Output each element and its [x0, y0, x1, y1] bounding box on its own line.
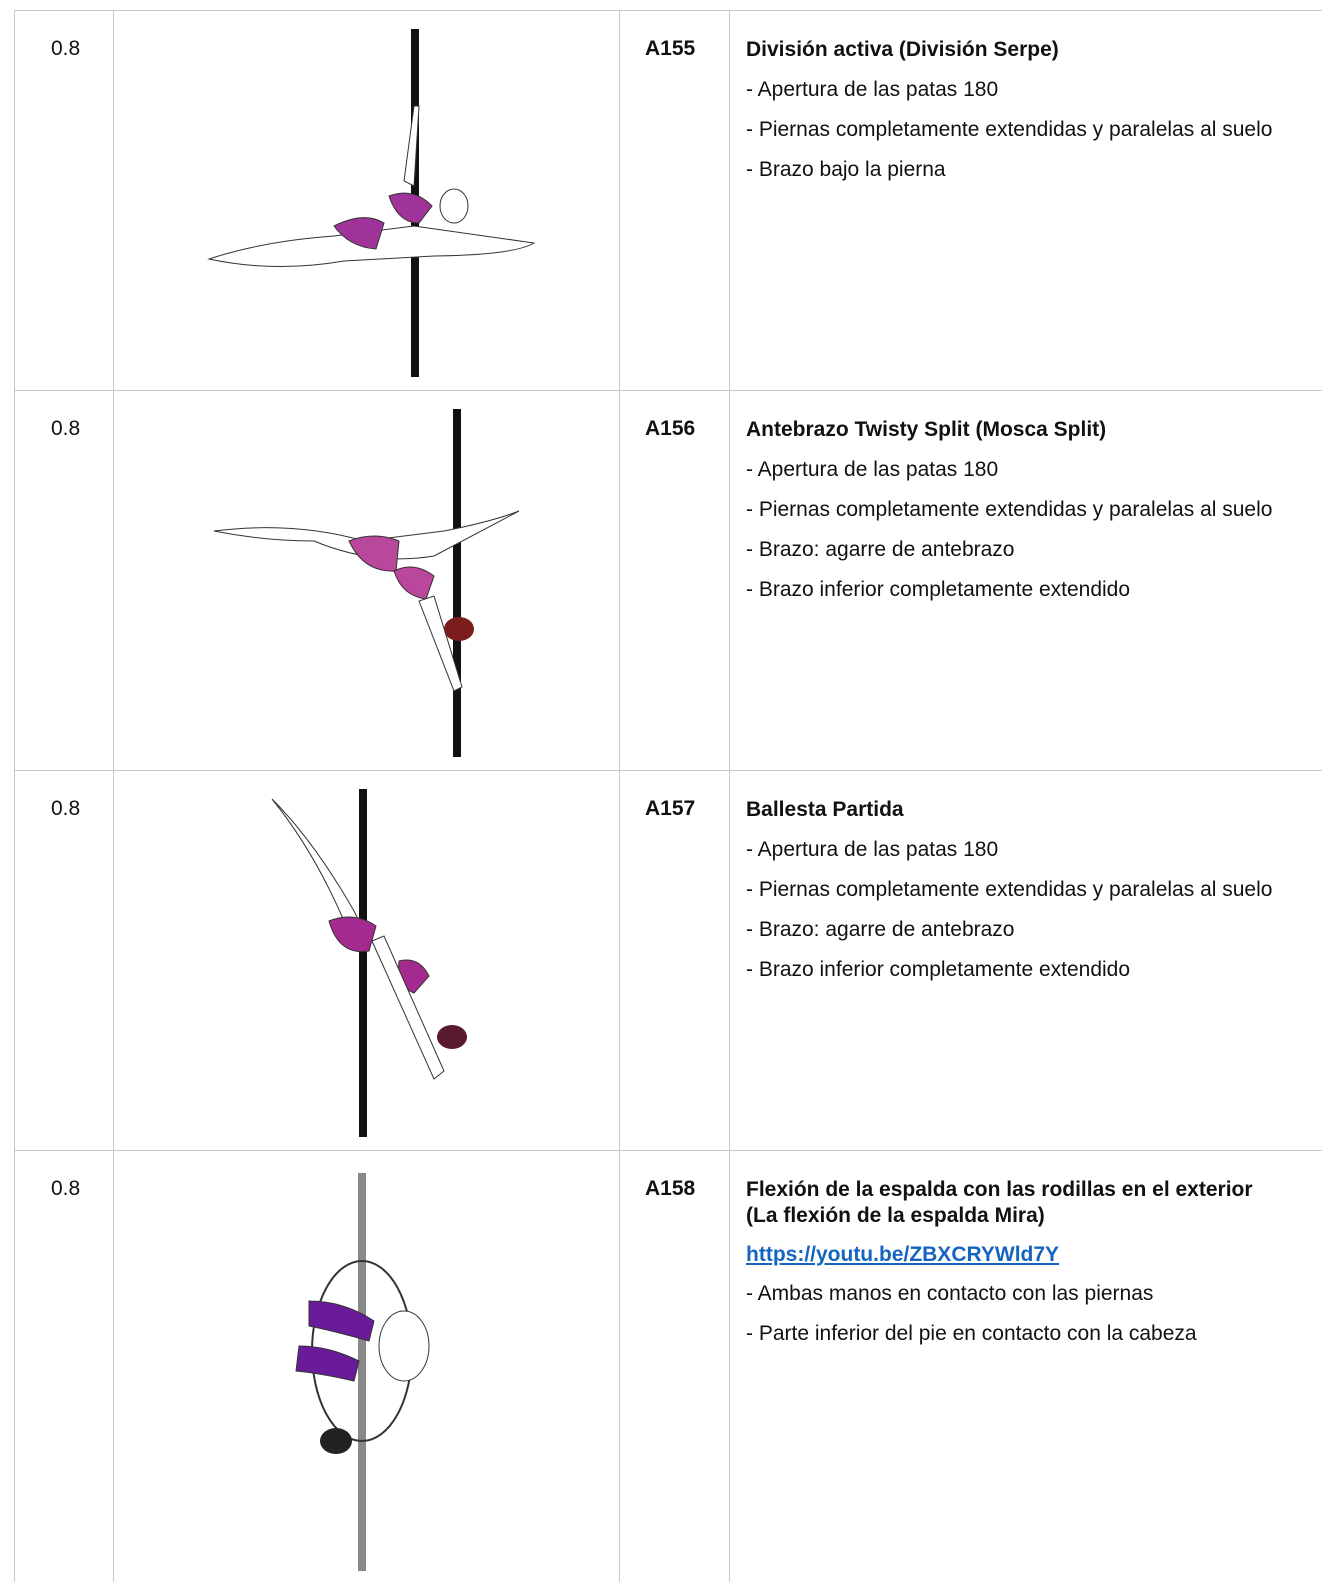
pole-figure [295, 1173, 430, 1571]
figure-cell [114, 771, 620, 1151]
requirement: - Ambas manos en contacto con las pierna… [746, 1282, 1154, 1305]
element-title: Flexión de la espalda con las rodillas e… [746, 1178, 1253, 1227]
figure-cell [114, 391, 620, 771]
description-cell: Antebrazo Twisty Split (Mosca Split) - Ap… [730, 391, 1322, 771]
requirement: - Brazo inferior completamente extendido [746, 958, 1131, 981]
pole-figure [207, 29, 536, 377]
description-cell: Flexión de la espalda con las rodillas e… [730, 1151, 1322, 1582]
requirement: - Brazo inferior completamente extendido [746, 578, 1131, 601]
element-title: Antebrazo Twisty Split (Mosca Split) [746, 418, 1107, 441]
figure-cell [114, 11, 620, 391]
requirement: - Piernas completamente extendidas y par… [746, 118, 1273, 141]
requirement: - Parte inferior del pie en contacto con… [746, 1322, 1197, 1345]
element-title: División activa (División Serpe) [746, 38, 1059, 61]
figure-cell [114, 1151, 620, 1582]
table-row: 0.8 A157 Ballesta Partida - Apertura de la… [14, 770, 1322, 1151]
code-cell: A155 [620, 11, 730, 391]
code-cell: A156 [620, 391, 730, 771]
requirement: - Brazo: agarre de antebrazo [746, 918, 1015, 941]
element-title: Ballesta Partida [746, 798, 904, 821]
requirement: - Apertura de las patas 180 [746, 838, 999, 861]
requirement: - Brazo bajo la pierna [746, 158, 946, 181]
pole-figure [271, 789, 467, 1137]
table-row: 0.8 A155 División activa (División Serpe)… [14, 10, 1322, 391]
description-cell: División activa (División Serpe) - Apertu… [730, 11, 1322, 391]
video-link[interactable]: https://youtu.be/ZBXCRYWld7Y [746, 1243, 1060, 1266]
requirement: - Piernas completamente extendidas y par… [746, 878, 1273, 901]
table-row: 0.8 A158 Flexión de la espalda con las ro… [14, 1150, 1322, 1582]
table-row: 0.8 A156 Antebrazo Twisty Split (Mosca Sp… [14, 390, 1322, 771]
code-cell: A158 [620, 1151, 730, 1582]
score-cell: 0.8 [14, 1151, 114, 1582]
pole-figure [213, 409, 520, 757]
requirement: - Piernas completamente extendidas y par… [746, 498, 1273, 521]
requirement: - Apertura de las patas 180 [746, 78, 999, 101]
requirement: - Apertura de las patas 180 [746, 458, 999, 481]
requirement: - Brazo: agarre de antebrazo [746, 538, 1015, 561]
code-cell: A157 [620, 771, 730, 1151]
score-cell: 0.8 [14, 391, 114, 771]
description-cell: Ballesta Partida - Apertura de las patas … [730, 771, 1322, 1151]
score-cell: 0.8 [14, 771, 114, 1151]
score-cell: 0.8 [14, 11, 114, 391]
